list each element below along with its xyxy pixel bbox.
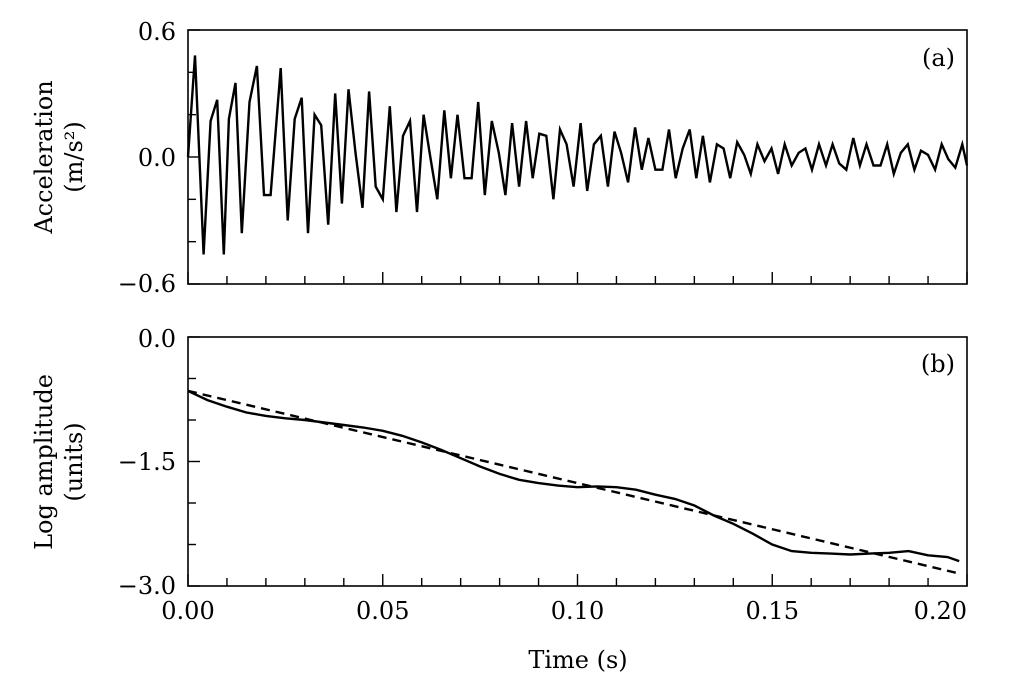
series-fit-line <box>187 389 960 575</box>
panel-a-ylabel-unit: (m/s²) <box>60 121 88 193</box>
panel-a-series <box>186 55 969 255</box>
panel-b-ylabel: Log amplitude <box>30 374 58 550</box>
panel-b-ytick-label: 0.0 <box>138 325 176 353</box>
x-tick-label: 0.10 <box>551 597 604 625</box>
x-tick-label: 0.20 <box>914 597 967 625</box>
panel-b-series <box>187 389 960 575</box>
panel-a: (a) 0.6 0.0 −0.6 Acceleration (m/s²) <box>30 18 969 298</box>
panel-b: (b) 0.0 −1.5 −3.0 Log amplitude (units) … <box>30 325 968 674</box>
panel-b-ylabel-unit: (units) <box>60 422 88 501</box>
series-line <box>187 389 960 563</box>
panel-b-ytick-label: −1.5 <box>118 448 176 476</box>
x-axis-label: Time (s) <box>528 646 627 674</box>
x-tick-label: 0.15 <box>746 597 799 625</box>
x-tick-label: 0.00 <box>161 597 214 625</box>
panel-a-ytick-label: 0.0 <box>138 144 176 172</box>
panel-a-ticks <box>187 29 968 285</box>
panel-a-ytick-label: 0.6 <box>138 18 176 46</box>
panel-a-label: (a) <box>922 44 955 72</box>
panel-b-ticks <box>187 336 968 587</box>
x-tick-label: 0.05 <box>356 597 409 625</box>
panel-b-label: (b) <box>921 350 955 378</box>
panel-b-ytick-label: −3.0 <box>118 572 176 600</box>
series-line <box>186 55 969 255</box>
panel-a-ylabel: Acceleration <box>30 80 58 234</box>
panel-a-ytick-label: −0.6 <box>118 270 176 298</box>
